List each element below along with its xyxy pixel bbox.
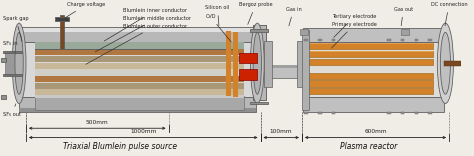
- Bar: [35, 95, 245, 98]
- Bar: [35, 49, 245, 55]
- Bar: [332, 112, 336, 114]
- Bar: [250, 29, 268, 32]
- Text: Charge voltage: Charge voltage: [65, 2, 106, 18]
- Bar: [265, 65, 302, 78]
- Bar: [3, 51, 22, 53]
- Text: Spark gap: Spark gap: [3, 16, 28, 41]
- Bar: [387, 112, 391, 114]
- Bar: [401, 29, 409, 35]
- Bar: [309, 59, 433, 65]
- Bar: [35, 76, 245, 82]
- Bar: [19, 27, 256, 42]
- Text: DC connection: DC connection: [431, 2, 467, 26]
- Text: Plasma reactor: Plasma reactor: [340, 142, 397, 151]
- Bar: [35, 49, 235, 50]
- Bar: [304, 39, 308, 41]
- Ellipse shape: [440, 32, 450, 94]
- Bar: [401, 112, 404, 114]
- Bar: [55, 17, 69, 21]
- Bar: [303, 28, 444, 42]
- Bar: [444, 61, 461, 66]
- Text: 1000mm: 1000mm: [130, 129, 156, 134]
- Bar: [309, 51, 433, 57]
- Text: Gas in: Gas in: [286, 7, 301, 26]
- Bar: [253, 25, 266, 100]
- Text: Bergoz probe: Bergoz probe: [239, 2, 273, 24]
- Bar: [35, 63, 245, 69]
- Bar: [226, 31, 231, 96]
- Bar: [415, 39, 418, 41]
- Bar: [0, 58, 6, 62]
- Text: Primary electrode: Primary electrode: [331, 22, 377, 48]
- Bar: [300, 29, 308, 35]
- Bar: [318, 112, 322, 114]
- Bar: [35, 56, 245, 62]
- Ellipse shape: [438, 23, 454, 104]
- Ellipse shape: [12, 23, 26, 104]
- Text: Gas out: Gas out: [394, 7, 413, 26]
- Bar: [332, 39, 336, 41]
- Text: Triaxial Blumlein pulse source: Triaxial Blumlein pulse source: [63, 142, 177, 151]
- Bar: [304, 112, 308, 114]
- Bar: [35, 83, 245, 88]
- Text: Silicon oil: Silicon oil: [205, 5, 230, 26]
- Text: Blumlein outer conductor: Blumlein outer conductor: [86, 24, 187, 64]
- Bar: [253, 25, 266, 100]
- Text: 100mm: 100mm: [270, 129, 292, 134]
- Bar: [387, 39, 391, 41]
- Bar: [35, 96, 245, 110]
- Bar: [5, 52, 20, 75]
- Bar: [428, 112, 432, 114]
- Bar: [5, 52, 20, 75]
- Bar: [318, 39, 322, 41]
- Bar: [19, 97, 256, 112]
- Bar: [303, 97, 444, 112]
- Bar: [264, 41, 272, 87]
- Bar: [309, 88, 433, 94]
- Bar: [239, 69, 257, 80]
- Bar: [297, 41, 305, 87]
- Bar: [35, 42, 245, 49]
- Bar: [233, 32, 238, 97]
- Text: 500mm: 500mm: [86, 120, 109, 125]
- Text: 600mm: 600mm: [364, 129, 387, 134]
- Bar: [60, 15, 64, 49]
- Ellipse shape: [253, 32, 262, 94]
- Bar: [309, 51, 433, 52]
- Bar: [250, 102, 268, 104]
- Bar: [309, 43, 433, 44]
- Bar: [265, 65, 302, 68]
- Bar: [19, 28, 256, 32]
- Bar: [3, 74, 22, 76]
- Bar: [415, 112, 418, 114]
- Text: Blumlein inner conductor: Blumlein inner conductor: [104, 8, 187, 41]
- Bar: [309, 80, 433, 87]
- Bar: [19, 42, 256, 97]
- Bar: [35, 89, 245, 95]
- Text: Blumlein middle conductor: Blumlein middle conductor: [95, 16, 191, 52]
- Bar: [309, 43, 433, 49]
- Bar: [239, 53, 257, 63]
- Ellipse shape: [250, 23, 264, 104]
- Bar: [401, 39, 404, 41]
- Text: CVD: CVD: [205, 14, 231, 42]
- Bar: [35, 69, 245, 95]
- Bar: [309, 73, 433, 79]
- Text: Tertiary electrode: Tertiary electrode: [332, 14, 376, 37]
- Bar: [428, 39, 432, 41]
- Bar: [0, 95, 6, 99]
- Text: SF₆ out: SF₆ out: [3, 104, 21, 117]
- Ellipse shape: [15, 32, 23, 94]
- Text: SF₆ in: SF₆ in: [3, 41, 18, 52]
- Bar: [19, 108, 256, 112]
- Bar: [303, 42, 444, 97]
- Bar: [302, 30, 309, 110]
